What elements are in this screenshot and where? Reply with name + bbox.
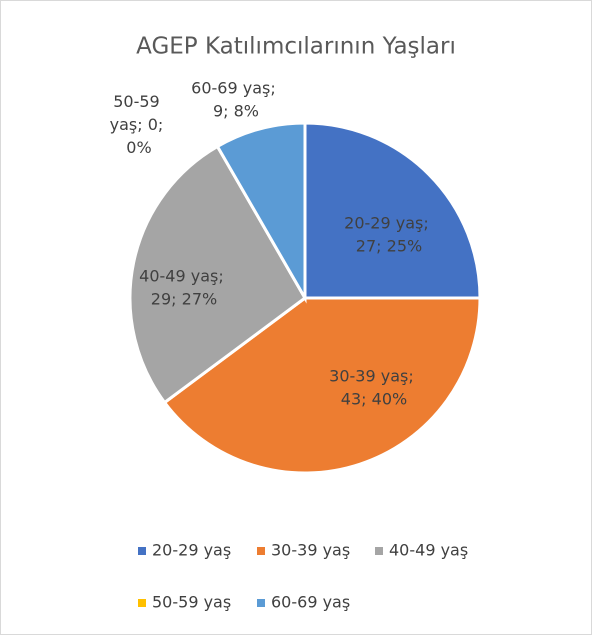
legend-label: 40-49 yaş: [389, 541, 468, 560]
data-label: 50-59 yaş; 0; 0%: [110, 92, 169, 157]
pie-slice: [162, 296, 482, 475]
legend-label: 60-69 yaş: [271, 593, 350, 612]
data-label: 30-39 yaş; 43; 40%: [329, 366, 419, 408]
data-label: 40-49 yaş; 29; 27%: [139, 266, 229, 308]
data-label: 60-69 yaş; 9; 8%: [191, 78, 281, 120]
legend-swatch: [138, 599, 146, 607]
legend-label: 20-29 yaş: [152, 541, 231, 560]
legend-label: 50-59 yaş: [152, 593, 231, 612]
legend-swatch: [257, 599, 265, 607]
legend-label: 30-39 yaş: [271, 541, 350, 560]
legend-swatch: [257, 547, 265, 555]
chart-title: AGEP Katılımcılarının Yaşları: [136, 34, 456, 60]
legend-swatch: [138, 547, 146, 555]
pie-slice: [128, 144, 307, 405]
pie-slice: [215, 121, 307, 304]
legend-swatch: [375, 547, 383, 555]
data-label: 20-29 yaş; 27; 25%: [344, 213, 434, 255]
pie-slice: [303, 121, 482, 300]
